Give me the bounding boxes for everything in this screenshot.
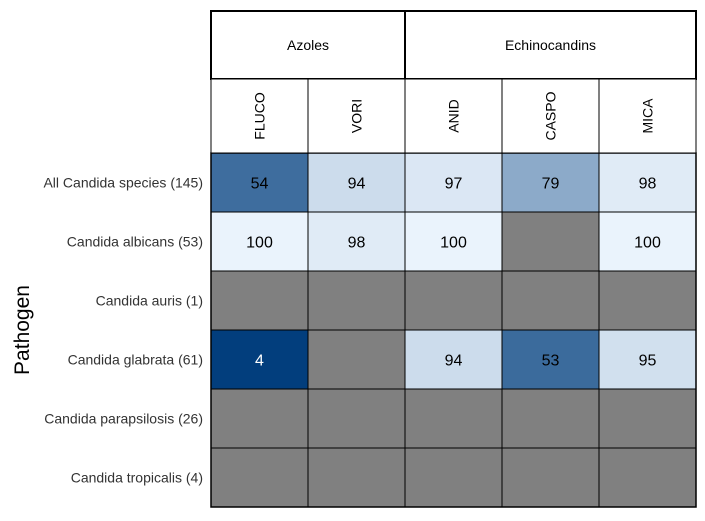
- heatmap-cell: [501, 329, 600, 390]
- row-label: Candida auris (1): [96, 293, 203, 309]
- cell-value-label: 100: [246, 235, 273, 252]
- heatmap-cell: [404, 211, 503, 272]
- column-label-fluco: FLUCO: [252, 92, 268, 140]
- heatmap-cell: [598, 270, 697, 331]
- column-header-mica: [598, 78, 697, 154]
- heatmap-cell: [307, 388, 406, 449]
- heatmap-cell: [307, 270, 406, 331]
- column-header-anid: [404, 78, 503, 154]
- group-label-0: Azoles: [287, 37, 329, 53]
- heatmap-cell: [404, 270, 503, 331]
- column-label-anid: ANID: [446, 99, 462, 132]
- heatmap-cell: [404, 388, 503, 449]
- cell-value-label: 98: [639, 176, 657, 193]
- cell-value-label: 95: [639, 353, 657, 370]
- column-label-vori: VORI: [349, 99, 365, 133]
- heatmap-cell: [210, 152, 309, 213]
- column-header-vori: [307, 78, 406, 154]
- cell-value-label: 97: [445, 176, 463, 193]
- heatmap-cell: [210, 388, 309, 449]
- cell-value-label: 94: [348, 176, 366, 193]
- row-label: Candida glabrata (61): [68, 352, 203, 368]
- labels-layer: Azoles Echinocandins FLUCO VORI ANID CASPO MIC…: [43, 10, 697, 486]
- column-label-mica: MICA: [640, 98, 656, 134]
- group-header-0: [210, 10, 406, 80]
- cell-value-label: 4: [255, 353, 264, 370]
- y-axis-title: Pathogen: [11, 285, 34, 375]
- cell-value-label: 100: [440, 235, 467, 252]
- heatmap-cell: [307, 329, 406, 390]
- heatmap-cell: [598, 447, 697, 508]
- cell-value-label: 79: [542, 176, 560, 193]
- cell-value-label: 53: [542, 353, 560, 370]
- cell-value-label: 54: [251, 176, 269, 193]
- cell-value-label: 94: [445, 353, 463, 370]
- cells-layer: 54 94 97 79 98 100 98 100 100 4 94 53 95: [210, 152, 697, 508]
- heatmap-cell: [501, 447, 600, 508]
- heatmap-cell: [307, 152, 406, 213]
- heatmap-cell: [501, 270, 600, 331]
- heatmap-cell: [210, 447, 309, 508]
- heatmap-cell: [404, 447, 503, 508]
- heatmap-cell: [501, 152, 600, 213]
- column-label-caspo: CASPO: [543, 91, 559, 140]
- row-label: Candida tropicalis (4): [71, 470, 203, 486]
- group-header-1: [404, 10, 697, 80]
- heatmap-cell: [598, 152, 697, 213]
- row-label: All Candida species (145): [43, 175, 203, 191]
- column-header-caspo: [501, 78, 600, 154]
- heatmap-cell: [501, 388, 600, 449]
- heatmap-cell: [210, 211, 309, 272]
- row-label: Candida albicans (53): [67, 234, 203, 250]
- column-header-fluco: [210, 78, 309, 154]
- heatmap-cell: [210, 329, 309, 390]
- heatmap-cell: [501, 211, 600, 272]
- heatmap-cell: [210, 270, 309, 331]
- heatmap-cell: [598, 329, 697, 390]
- cell-value-label: 98: [348, 235, 366, 252]
- group-label-1: Echinocandins: [505, 37, 596, 53]
- cell-value-label: 100: [634, 235, 661, 252]
- heatmap-cell: [598, 388, 697, 449]
- heatmap-cell: [307, 447, 406, 508]
- row-label: Candida parapsilosis (26): [44, 411, 203, 427]
